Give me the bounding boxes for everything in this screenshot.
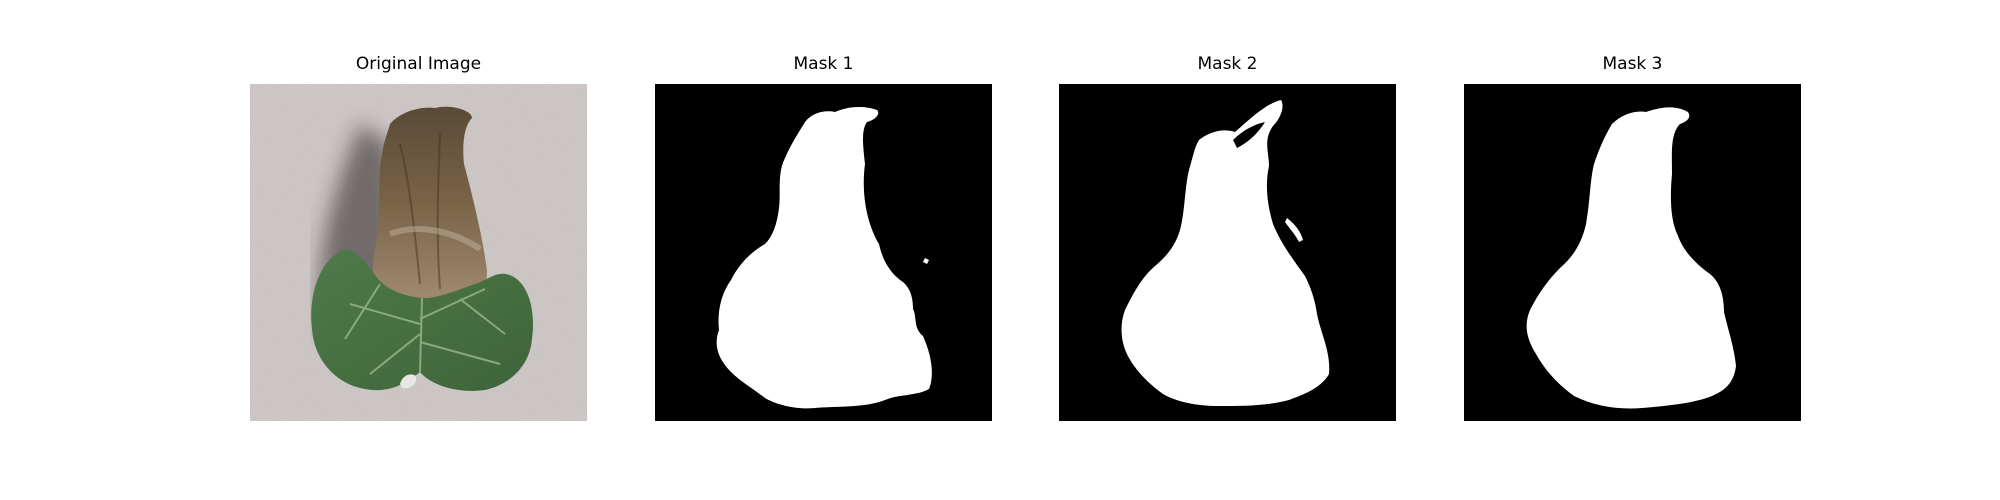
mask-1-image [655,84,992,421]
panel-title: Original Image [355,54,482,74]
panel-title: Mask 1 [793,54,854,74]
panel-title: Mask 2 [1197,54,1258,74]
mask-2-image [1059,84,1396,421]
mask-3-image [1464,84,1801,421]
panel-title: Mask 3 [1602,54,1663,74]
original-leaf-photo [250,84,587,421]
